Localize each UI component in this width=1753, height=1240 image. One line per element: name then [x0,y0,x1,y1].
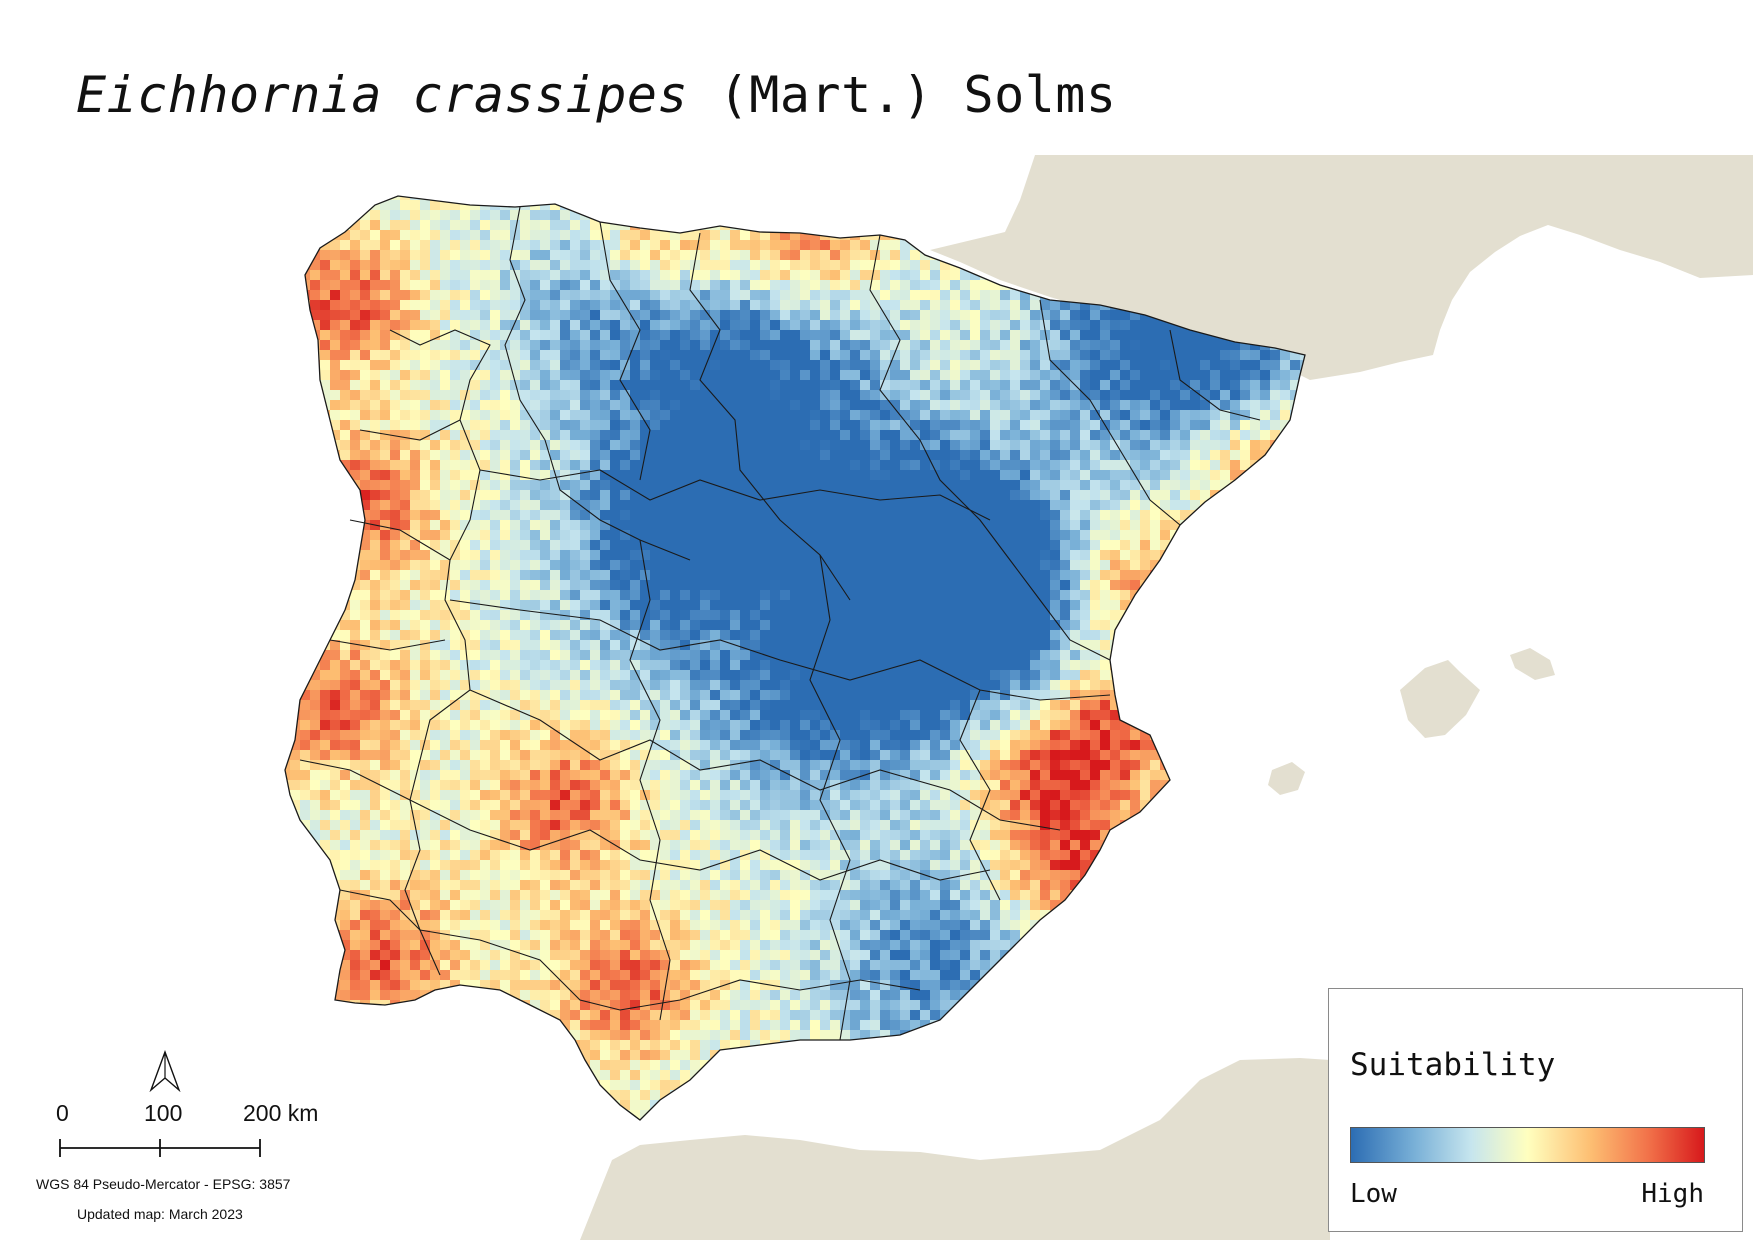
province-border-13 [959,689,1001,901]
province-border-10 [419,929,921,1011]
province-border-4 [1039,299,1181,526]
scale-bar-line [59,1139,261,1157]
province-border-11 [629,539,671,1021]
province-border-8 [469,689,1061,831]
legend: Suitability Low High [1328,988,1743,1232]
province-border-18 [339,889,421,931]
province-border-9 [409,799,991,881]
province-border-1 [504,206,691,561]
legend-color-ramp [1350,1127,1705,1163]
province-border-6 [479,469,991,521]
province-border-15 [349,519,451,561]
legend-title: Suitability [1350,1047,1556,1083]
suitability-map[interactable] [0,150,1753,1240]
scale-label-100: 100 [144,1100,183,1126]
province-border-2 [689,232,851,601]
species-name: Eichhornia crassipes [76,66,689,124]
province-border-12 [809,554,851,1041]
updated-text: Updated map: March 2023 [77,1206,243,1222]
species-authority: (Mart.) Solms [688,66,1117,124]
ibiza-island [1268,762,1305,795]
crs-text: WGS 84 Pseudo-Mercator - EPSG: 3857 [36,1176,291,1192]
africa-land [580,1058,1330,1240]
province-border-19 [599,221,651,481]
map-title: Eichhornia crassipes (Mart.) Solms [76,66,1117,124]
mallorca-island [1400,660,1480,738]
suitability-raster [285,196,1305,1120]
menorca-island [1510,648,1555,680]
province-border-17 [299,759,411,801]
province-border-14 [359,419,461,441]
province-border-7 [449,599,1111,701]
legend-high-label: High [1641,1179,1704,1209]
scale-label-200: 200 km [243,1100,319,1126]
province-border-3 [869,234,1111,661]
scale-label-0: 0 [56,1100,69,1126]
legend-low-label: Low [1350,1179,1397,1209]
province-border-16 [329,639,446,651]
region-borders [284,195,1306,1121]
scale-bar: 0 100 200 km [40,1040,360,1240]
portugal-spain-border [389,329,491,976]
north-arrow-icon [149,1050,181,1092]
province-border-5 [1169,329,1261,421]
